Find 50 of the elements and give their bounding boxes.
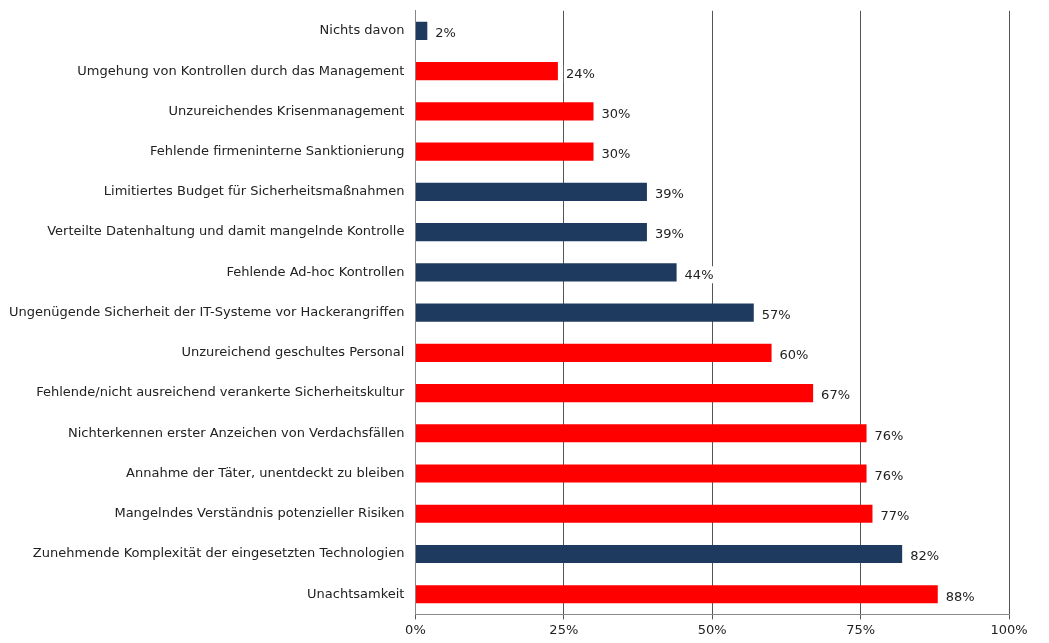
data-label: 57% [761,306,791,322]
bar [415,343,772,362]
x-tick-label: 50% [697,621,727,637]
bar [415,303,754,322]
x-tick-label: 75% [846,621,876,637]
x-tick-label: 100% [990,621,1028,637]
y-tick-label: Nichterkennen erster Anzeichen von Verdachsfällen [67,424,405,440]
y-tick-label: Verteilte Datenhaltung und damit mangelnde Kontrolle [47,223,405,239]
data-label: 60% [779,347,809,363]
bar [415,263,677,282]
bar [415,223,647,242]
data-label: 44% [684,266,714,282]
bar [415,384,814,403]
data-label: 77% [880,508,910,524]
y-tick-label: Unzureichend geschultes Personal [181,344,405,360]
y-tick-label: Zunehmende Komplexität der eingesetzten Technologien [32,545,405,561]
y-tick-label: Fehlende/nicht ausreichend verankerte Sicherheitskultur [36,384,406,400]
bar [415,544,903,564]
y-tick-label: Unachtsamkeit [307,585,405,601]
data-label: 67% [821,387,851,403]
y-tick-label: Mangelndes Verständnis potenzieller Risiken [114,505,405,521]
data-label: 30% [601,146,631,162]
bar [415,182,647,201]
data-label: 24% [565,65,595,81]
data-label: 2% [435,25,456,41]
y-tick-label: Annahme der Täter, unentdeckt zu bleiben [126,464,405,480]
data-label: 76% [874,427,904,443]
bar [415,585,938,604]
y-tick-label: Fehlende Ad-hoc Kontrollen [226,263,405,279]
data-label: 76% [874,467,904,483]
x-tick-label: 0% [405,621,426,637]
data-label: 39% [654,186,684,202]
y-tick-label: Umgehung von Kontrollen durch das Management [77,62,405,78]
bar [415,21,428,40]
data-label: 82% [910,548,940,564]
y-tick-label: Limitiertes Budget für Sicherheitsmaßnahmen [103,183,405,199]
bar [415,464,867,483]
y-tick-label: Unzureichendes Krisenmanagement [168,102,405,118]
bar [415,62,558,81]
y-tick-label: Fehlende firmeninterne Sanktionierung [149,143,405,159]
y-tick-label: Ungenügende Sicherheit der IT-Systeme vor Hackerangriffen [9,303,405,319]
y-tick-label: Nichts davon [319,22,405,38]
bar [415,424,867,443]
bar [415,504,873,523]
bar [415,102,594,121]
data-label: 39% [654,226,684,242]
data-label: 30% [601,105,631,121]
bar [415,142,594,161]
x-tick-label: 25% [549,621,579,637]
data-label: 88% [945,588,975,604]
